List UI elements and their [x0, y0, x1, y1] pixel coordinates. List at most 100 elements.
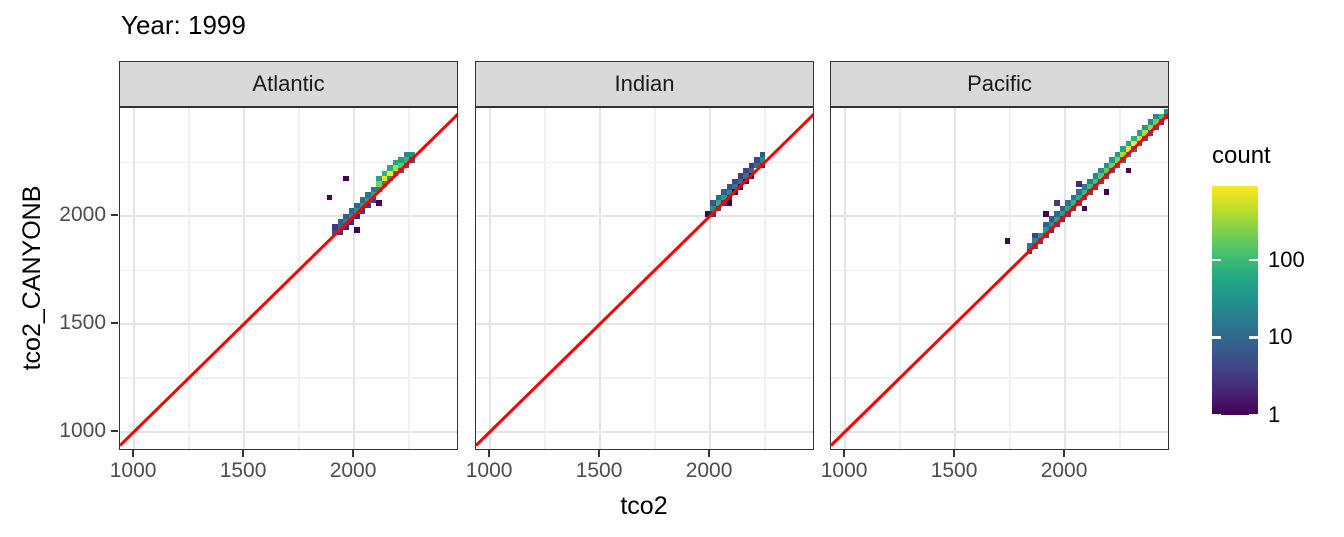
gridline-major-x — [489, 108, 492, 449]
facet-strip-label: Pacific — [967, 71, 1032, 96]
bin-cell — [381, 170, 388, 177]
bin-cell — [1087, 184, 1093, 190]
bin-cell — [1043, 211, 1049, 217]
facet-strip-indian: Indian — [475, 61, 814, 107]
bin-cell — [1147, 124, 1154, 131]
bin-cell — [1147, 119, 1154, 125]
bin-cell — [409, 151, 415, 158]
bin-cell — [748, 162, 755, 169]
bin-cell — [1054, 211, 1060, 217]
gridline-minor-x — [764, 108, 766, 449]
bin-cell — [1076, 189, 1082, 195]
gridline-minor-x — [188, 108, 190, 449]
bin-cell — [1114, 151, 1121, 158]
bin-cell — [1048, 221, 1055, 228]
x-tick-mark — [953, 450, 956, 457]
bin-cell — [343, 213, 349, 220]
bin-cell — [1048, 216, 1055, 222]
bin-cell — [737, 173, 744, 179]
bin-cell — [403, 157, 410, 163]
bin-cell — [332, 224, 338, 230]
gridline-minor-x — [1009, 108, 1011, 449]
bin-cell — [1098, 167, 1104, 174]
bin-cell — [1081, 205, 1088, 212]
bin-cell — [1136, 135, 1143, 142]
x-tick-label: 1000 — [820, 459, 868, 482]
bin-cell — [1158, 113, 1165, 120]
gridline-major-y — [831, 431, 1168, 434]
bin-cell — [359, 197, 366, 203]
gridline-major-y — [831, 215, 1168, 218]
gridline-major-y — [476, 323, 813, 326]
gridline-minor-x — [408, 108, 410, 449]
facet-panel-indian — [475, 107, 814, 450]
bin-cell — [387, 170, 393, 177]
bin-cell — [710, 205, 716, 212]
gridline-minor-x — [654, 108, 656, 449]
x-tick-label: 1000 — [465, 459, 513, 482]
x-axis-title: tco2 — [620, 492, 668, 520]
gridline-minor-y — [476, 269, 813, 271]
bin-cell — [1114, 157, 1121, 163]
facet-panel-atlantic — [119, 107, 458, 450]
bin-cell — [743, 173, 749, 179]
bin-cell — [354, 202, 360, 209]
facet-strip-pacific: Pacific — [830, 61, 1169, 107]
bin-cell — [1103, 189, 1110, 195]
x-tick-mark — [708, 450, 711, 457]
bin-cell — [376, 181, 382, 187]
gridline-major-y — [120, 215, 457, 218]
bin-cell — [710, 200, 716, 206]
facet-panel-pacific — [830, 107, 1169, 450]
bin-cell — [759, 151, 766, 158]
bin-cell — [1070, 200, 1077, 206]
bin-cell — [381, 175, 388, 182]
gridline-major-x — [844, 108, 847, 449]
gridline-minor-y — [831, 161, 1168, 164]
gridline-major-x — [133, 108, 136, 449]
legend-colorbar — [1212, 186, 1258, 415]
bin-cell — [1081, 184, 1088, 190]
bin-cell — [398, 162, 404, 169]
x-tick-label: 2000 — [685, 459, 733, 482]
bin-cell — [1026, 243, 1033, 249]
bin-cell — [1131, 135, 1137, 142]
legend-title: count — [1212, 142, 1271, 169]
bin-cell — [354, 227, 360, 233]
bin-cell — [403, 151, 410, 158]
bin-cell — [1142, 130, 1148, 136]
facet-strip-atlantic: Atlantic — [119, 61, 458, 107]
gridline-minor-x — [544, 108, 546, 449]
gridline-major-y — [476, 215, 813, 218]
gridline-major-x — [954, 108, 957, 449]
bin-cell — [343, 224, 349, 230]
bin-cell — [748, 167, 755, 174]
bin-cell — [1004, 238, 1011, 244]
gridline-minor-x — [1119, 108, 1121, 449]
bin-cell — [1120, 146, 1126, 152]
bin-cell — [1109, 162, 1115, 169]
bin-cell — [726, 200, 733, 206]
bin-cell — [1087, 178, 1093, 185]
facet-strip-label: Atlantic — [252, 71, 325, 96]
gridline-major-y — [476, 431, 813, 434]
gridline-major-x — [243, 108, 246, 449]
gridline-minor-y — [476, 377, 813, 379]
legend-tick-label: 10 — [1268, 324, 1293, 350]
bin-cell — [715, 200, 722, 206]
x-tick-mark — [1063, 450, 1066, 457]
bin-cell — [1059, 205, 1066, 212]
gridline-minor-y — [476, 161, 813, 164]
bin-cell — [1125, 146, 1132, 152]
gridline-major-y — [120, 431, 457, 434]
bin-cell — [370, 186, 377, 193]
bin-cell — [1081, 189, 1088, 195]
bin-cell — [1092, 178, 1099, 185]
y-tick-mark — [111, 214, 118, 217]
bin-cell — [721, 194, 727, 201]
gridline-minor-y — [120, 377, 457, 379]
bin-cell — [1076, 194, 1082, 201]
x-tick-mark — [598, 450, 601, 457]
bin-cell — [365, 202, 371, 209]
